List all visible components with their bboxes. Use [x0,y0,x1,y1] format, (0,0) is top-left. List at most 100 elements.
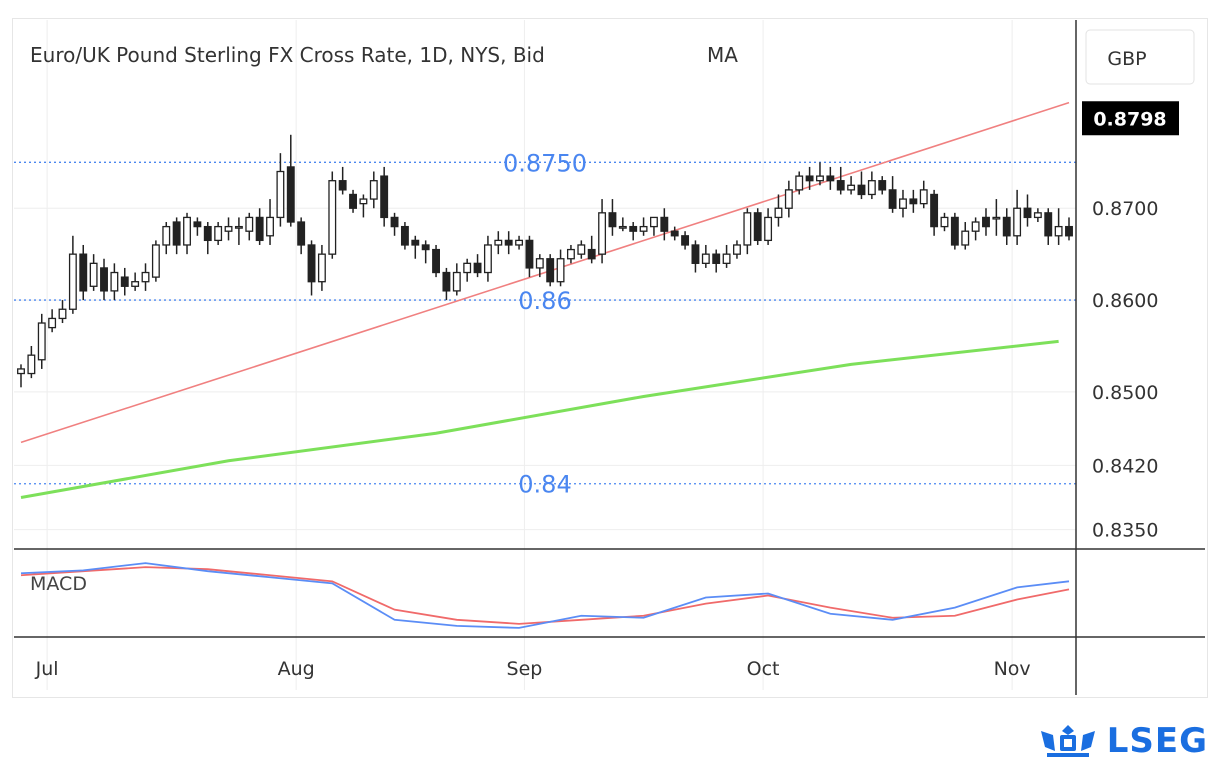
candle-body [919,189,928,205]
candle-body [328,180,337,255]
candle [214,222,223,245]
indicator-label: MA [707,43,738,67]
candle-body [566,248,575,260]
candle-body [234,225,243,229]
candle-body [743,212,752,246]
candle-body [660,216,669,232]
candle-body [131,281,140,287]
candle [37,313,46,369]
candle-body [971,221,980,232]
candle [483,235,492,282]
candle-body [17,368,25,375]
candle [733,240,741,259]
candle-body [805,175,814,182]
candle [172,217,181,255]
x-tick-label: Sep [507,658,543,680]
candle-body [162,225,171,246]
candle-body [400,225,409,246]
candle [286,134,295,227]
candle-body [151,244,160,278]
y-tick-label: 0.8600 [1092,290,1158,312]
x-tick-label: Aug [278,658,315,680]
candle [245,212,254,241]
candle-body [1013,207,1022,237]
candle [276,153,285,227]
candle-body [961,230,970,246]
candle-body [432,248,440,274]
candle-body [203,225,212,242]
candle-body [857,184,866,196]
candle-body [515,239,524,246]
candle [992,199,1001,236]
candle [411,235,420,259]
candle-body [535,258,544,269]
candle-body [784,189,793,209]
candle-body [27,354,36,375]
candle [255,208,264,245]
candle [79,244,88,301]
candle [691,240,700,273]
candle-body [950,216,959,246]
candle-body [349,193,357,209]
candle-body [878,180,887,191]
candle-body [473,262,482,274]
macd-line [20,562,1070,629]
candle-body [992,216,1001,220]
x-tick-label: Jul [35,658,59,680]
candle [463,258,472,282]
candle [961,222,970,250]
candle [598,199,607,264]
candle [867,171,876,200]
candle [1013,189,1022,245]
candle-body [214,225,223,242]
candle [608,199,617,236]
candle-body [68,253,77,310]
candle [193,217,202,236]
candle-body [390,216,399,228]
candle-body [1044,212,1053,237]
candle [1044,208,1053,245]
candle [421,240,430,264]
candle [629,222,638,241]
candle-body [867,180,876,196]
candle-body [48,317,57,329]
candle [317,244,326,291]
candle-body [193,221,202,228]
candle-body [888,189,897,209]
macd-label: MACD [30,573,87,595]
moving-average-line [20,339,1059,499]
candle [338,166,347,195]
candle [670,226,679,241]
candle-body [909,198,918,205]
candle-body [577,244,586,255]
candle [805,166,814,190]
candle [89,254,98,291]
candle [753,208,762,245]
candle-body [100,267,108,292]
candle [618,217,627,232]
candle-body [1023,207,1032,219]
candle [162,222,171,255]
candle-body [774,207,783,219]
candle-body [1054,225,1063,237]
candle [743,208,752,255]
candle-body [795,175,804,191]
candle [847,176,856,195]
level-label: 0.86 [518,287,571,315]
candle [681,231,690,250]
level-label: 0.8750 [503,149,587,177]
candle-body [587,248,596,260]
candle [1054,208,1063,245]
candle-body [79,253,88,292]
candle [328,171,337,259]
candle-body [546,258,555,283]
candle-body [380,175,389,219]
candle-body [1002,216,1011,237]
macd-panel: MACD [20,562,1070,629]
candle-body [120,276,129,287]
candle [183,212,191,255]
candle [982,208,990,236]
candle-body [442,271,451,292]
candle [556,249,565,287]
